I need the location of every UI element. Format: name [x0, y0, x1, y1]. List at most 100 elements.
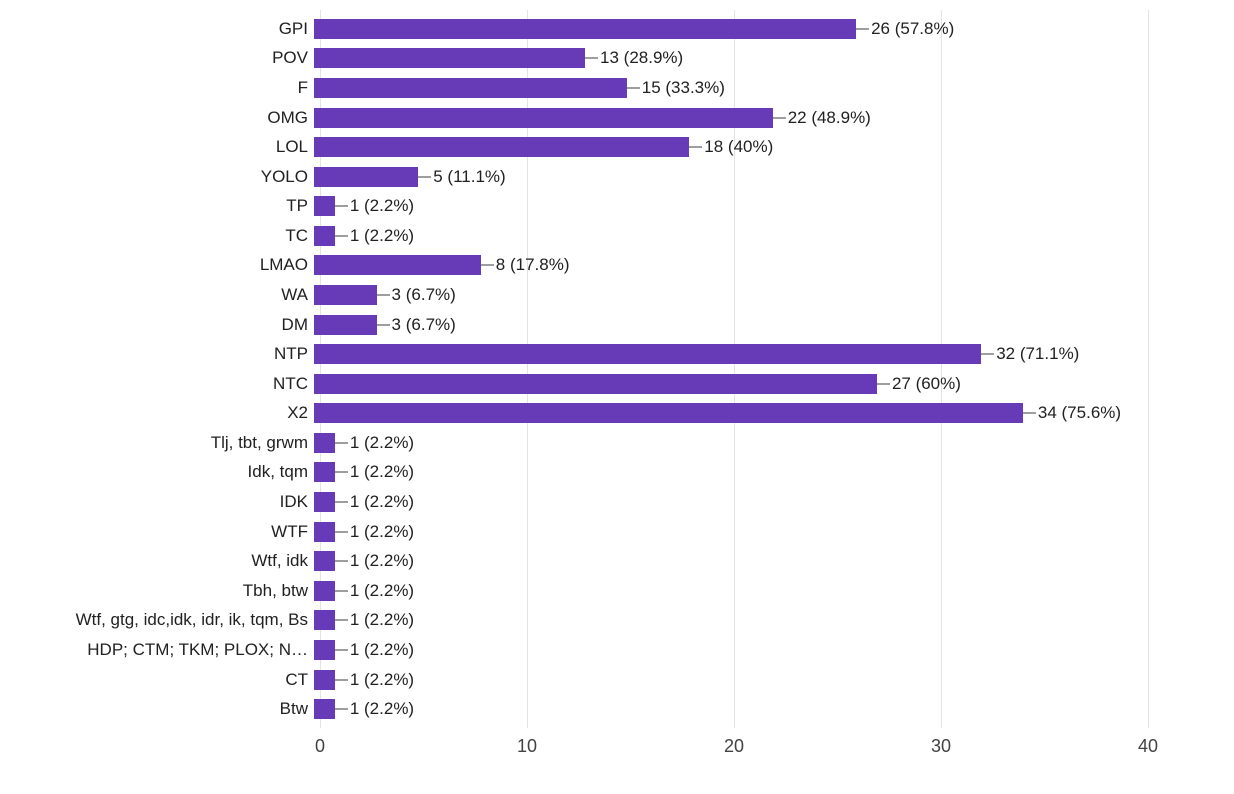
- x-tick-label: 10: [516, 736, 538, 756]
- bar-track: 18 (40%): [314, 132, 1148, 162]
- bar: [314, 255, 481, 276]
- bar-track: 27 (60%): [314, 369, 1148, 399]
- value-label: 1 (2.2%): [349, 462, 415, 482]
- callout-line: [334, 589, 348, 592]
- value-label: 1 (2.2%): [349, 521, 415, 541]
- bar-track: 22 (48.9%): [314, 103, 1148, 133]
- category-label: DM: [281, 314, 308, 334]
- bar-track: 15 (33.3%): [314, 73, 1148, 103]
- chart-row: Wtf, idk 1 (2.2%): [0, 546, 1148, 576]
- x-tick-label: 40: [1137, 736, 1159, 756]
- value-label: 22 (48.9%): [787, 107, 871, 127]
- chart-row: LOL 18 (40%): [0, 132, 1148, 162]
- chart-row: F 15 (33.3%): [0, 73, 1148, 103]
- bar-track: 1 (2.2%): [314, 517, 1148, 547]
- chart-row: WA 3 (6.7%): [0, 280, 1148, 310]
- category-label: Wtf, idk: [251, 551, 308, 571]
- bar-track: 1 (2.2%): [314, 458, 1148, 488]
- bar-track: 1 (2.2%): [314, 221, 1148, 251]
- category-label: WA: [281, 284, 308, 304]
- callout-line: [334, 441, 348, 444]
- value-label: 1 (2.2%): [349, 639, 415, 659]
- bar: [314, 196, 335, 217]
- category-label: LMAO: [259, 255, 308, 275]
- value-label: 1 (2.2%): [349, 492, 415, 512]
- bar-track: 13 (28.9%): [314, 44, 1148, 74]
- chart-row: POV 13 (28.9%): [0, 44, 1148, 74]
- chart-row: YOLO 5 (11.1%): [0, 162, 1148, 192]
- category-label: TP: [286, 196, 308, 216]
- bar: [314, 107, 773, 128]
- category-label: NTC: [273, 373, 308, 393]
- value-label: 18 (40%): [704, 137, 774, 157]
- bar-track: 3 (6.7%): [314, 310, 1148, 340]
- chart-row: CT 1 (2.2%): [0, 665, 1148, 695]
- value-label: 1 (2.2%): [349, 580, 415, 600]
- chart-row: Tlj, tbt, grwm 1 (2.2%): [0, 428, 1148, 458]
- value-label: 1 (2.2%): [349, 196, 415, 216]
- bar: [314, 77, 627, 98]
- chart-row: OMG 22 (48.9%): [0, 103, 1148, 133]
- callout-line: [626, 86, 640, 89]
- bar: [314, 580, 335, 601]
- chart-row: NTC 27 (60%): [0, 369, 1148, 399]
- plot-area: [320, 10, 1149, 728]
- bar: [314, 48, 586, 69]
- chart-row: Tbh, btw 1 (2.2%): [0, 576, 1148, 606]
- callout-line: [334, 205, 348, 208]
- callout-line: [334, 560, 348, 563]
- bar-track: 1 (2.2%): [314, 606, 1148, 636]
- callout-line: [689, 146, 703, 149]
- callout-line: [1022, 412, 1036, 415]
- value-label: 32 (71.1%): [996, 344, 1080, 364]
- bar: [314, 137, 690, 158]
- callout-line: [334, 648, 348, 651]
- x-tick-label: 0: [314, 736, 326, 756]
- value-label: 34 (75.6%): [1037, 403, 1122, 423]
- bar: [314, 373, 877, 394]
- bar-track: 32 (71.1%): [314, 339, 1148, 369]
- value-label: 27 (60%): [891, 373, 961, 393]
- gridline: [1148, 10, 1149, 728]
- bar: [314, 521, 335, 542]
- bar-track: 1 (2.2%): [314, 635, 1148, 665]
- bar-track: 3 (6.7%): [314, 280, 1148, 310]
- x-axis: 0 10 20 30 40: [0, 736, 1234, 760]
- bar: [314, 18, 857, 39]
- bar: [314, 344, 982, 365]
- callout-line: [376, 323, 390, 326]
- chart-row: TP 1 (2.2%): [0, 191, 1148, 221]
- category-label: NTP: [274, 344, 308, 364]
- chart-row: LMAO 8 (17.8%): [0, 251, 1148, 281]
- value-label: 1 (2.2%): [349, 551, 415, 571]
- bar-track: 1 (2.2%): [314, 428, 1148, 458]
- category-label: POV: [272, 48, 308, 68]
- category-label: WTF: [271, 521, 308, 541]
- chart-rows: GPI 26 (57.8%) POV 13 (28.9%) F 15 (33.3%) OMG…: [0, 14, 1148, 724]
- category-label: Idk, tqm: [247, 462, 308, 482]
- bar: [314, 610, 335, 631]
- value-label: 5 (11.1%): [433, 166, 506, 186]
- bar: [314, 432, 335, 453]
- value-label: 15 (33.3%): [641, 77, 725, 97]
- bar-track: 1 (2.2%): [314, 576, 1148, 606]
- chart-row: DM 3 (6.7%): [0, 310, 1148, 340]
- value-label: 3 (6.7%): [391, 284, 456, 304]
- chart-row: IDK 1 (2.2%): [0, 487, 1148, 517]
- bar: [314, 551, 335, 572]
- category-label: IDK: [279, 492, 308, 512]
- category-label: Tlj, tbt, grwm: [210, 432, 308, 452]
- category-label: F: [297, 77, 308, 97]
- bar-track: 1 (2.2%): [314, 191, 1148, 221]
- bar-track: 1 (2.2%): [314, 665, 1148, 695]
- bar: [314, 403, 1023, 424]
- bar: [314, 284, 377, 305]
- callout-line: [772, 116, 786, 119]
- callout-line: [856, 27, 870, 30]
- bar-track: 8 (17.8%): [314, 251, 1148, 281]
- bar-track: 1 (2.2%): [314, 487, 1148, 517]
- callout-line: [376, 293, 390, 296]
- bar: [314, 166, 419, 187]
- callout-line: [334, 530, 348, 533]
- chart-row: NTP 32 (71.1%): [0, 339, 1148, 369]
